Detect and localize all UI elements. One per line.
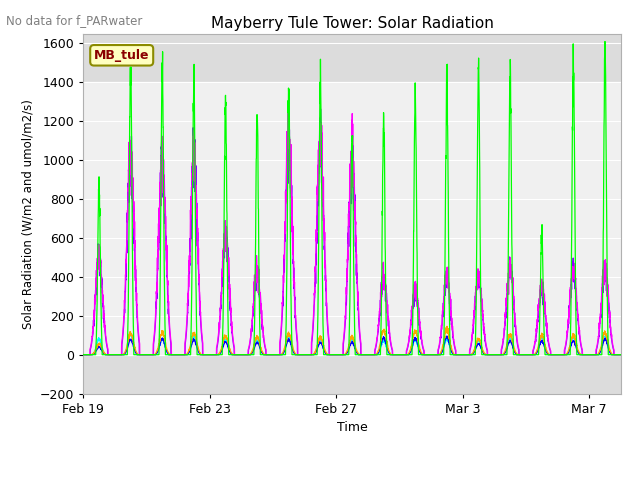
Title: Mayberry Tule Tower: Solar Radiation: Mayberry Tule Tower: Solar Radiation — [211, 16, 493, 31]
X-axis label: Time: Time — [337, 421, 367, 434]
Legend: PAR Tule, PAR In, PARdif, PARtot, PARdif, PARtot: PAR Tule, PAR In, PARdif, PARtot, PARdif… — [129, 477, 575, 480]
Y-axis label: Solar Radiation (W/m2 and umol/m2/s): Solar Radiation (W/m2 and umol/m2/s) — [21, 99, 35, 328]
Text: No data for f_PARwater: No data for f_PARwater — [6, 14, 143, 27]
Bar — [83, 82, 621, 355]
Text: MB_tule: MB_tule — [94, 49, 150, 62]
